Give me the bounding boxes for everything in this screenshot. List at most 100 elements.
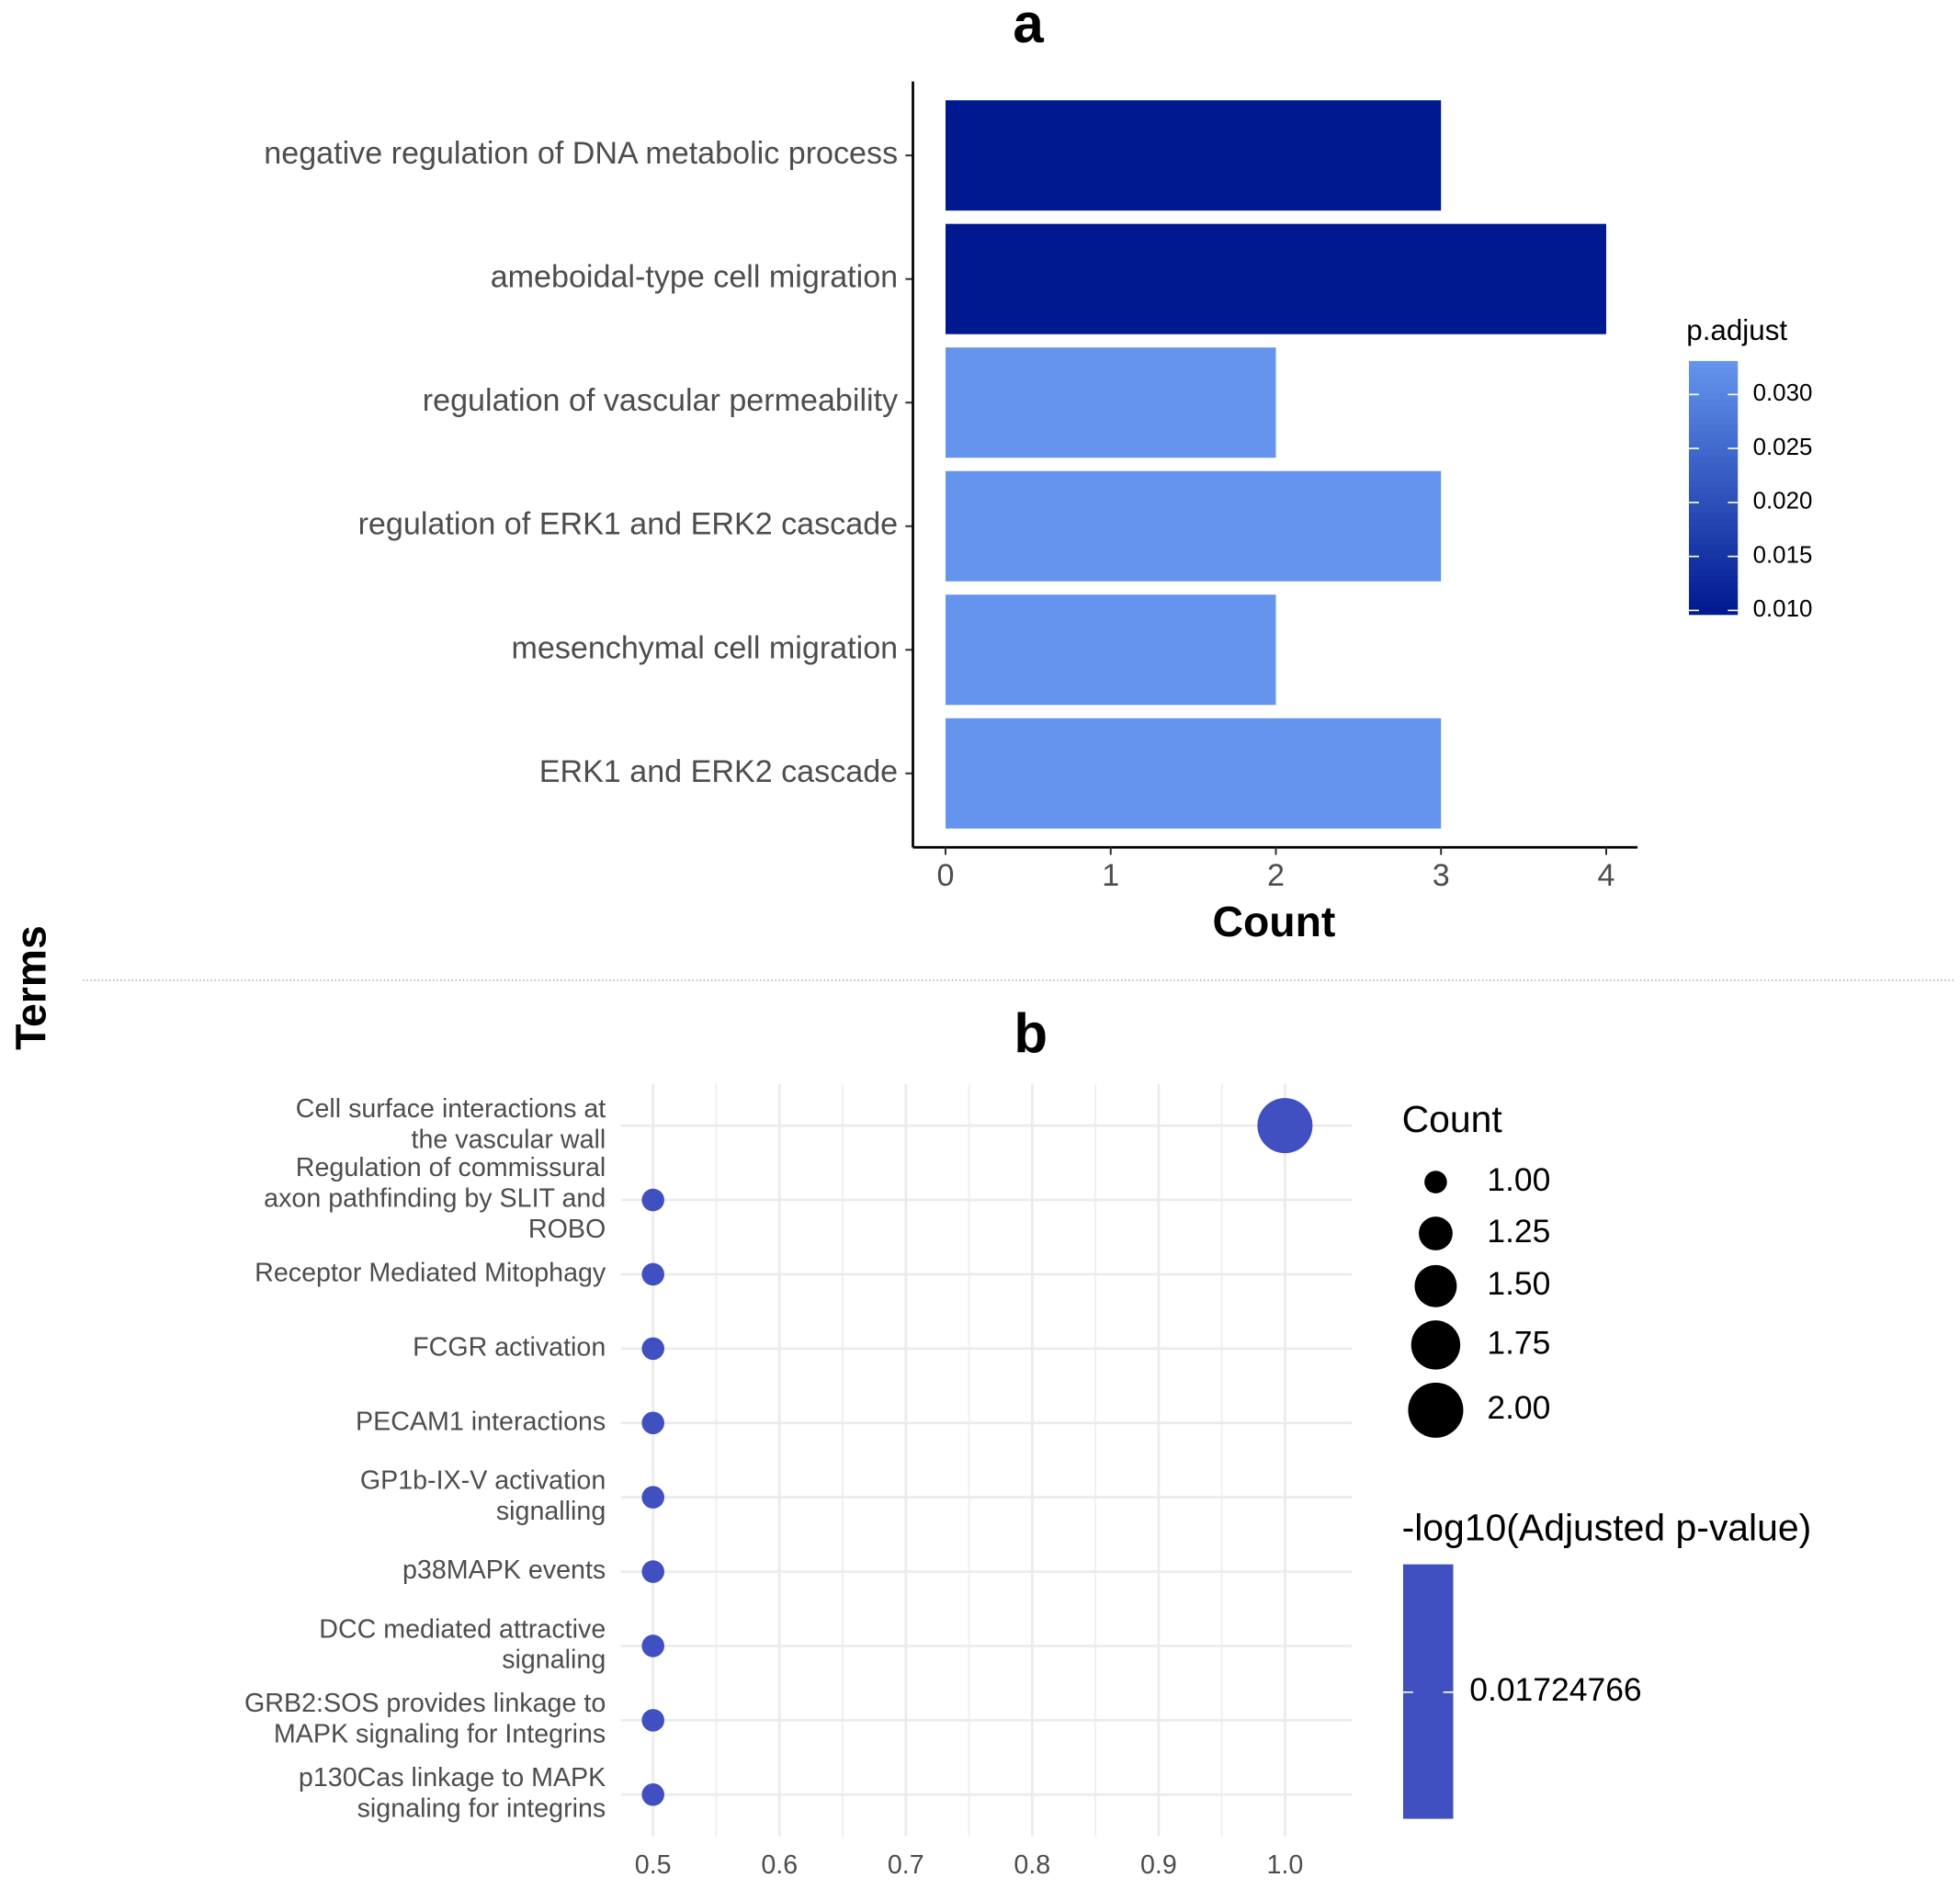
size-legend-label: 1.50 <box>1487 1265 1550 1302</box>
colorbar-segment <box>1689 462 1739 469</box>
size-legend-dot <box>1411 1320 1461 1370</box>
y-tick-label: regulation of vascular permeability <box>423 383 898 418</box>
colorbar-segment <box>1689 576 1739 583</box>
y-tick-label: ameboidal-type cell migration <box>491 260 898 295</box>
colorbar-segment <box>1689 607 1739 616</box>
x-tick-label: 0 <box>936 858 954 893</box>
dot <box>641 1262 664 1286</box>
bar <box>945 223 1606 334</box>
x-tick-label: 0.6 <box>761 1850 798 1880</box>
dot <box>641 1782 664 1806</box>
colorbar-segment <box>1689 500 1739 508</box>
y-tick-label: negative regulation of DNA metabolic pro… <box>264 136 898 171</box>
colorbar-segment <box>1689 481 1739 489</box>
colorbar-label: 0.01724766 <box>1469 1671 1641 1708</box>
y-tick-label: ERK1 and ERK2 cascade <box>539 754 898 789</box>
x-tick-label: 1.0 <box>1266 1850 1303 1880</box>
bar <box>945 470 1442 582</box>
bar <box>945 100 1442 211</box>
y-tick-label: p130Cas linkage to MAPK <box>299 1763 606 1793</box>
size-legend-dot <box>1419 1216 1453 1250</box>
size-legend-label: 1.75 <box>1487 1324 1550 1361</box>
colorbar-segment <box>1689 417 1739 425</box>
colorbar-segment <box>1689 526 1739 533</box>
y-axis-label: Terms <box>6 925 54 1050</box>
colorbar-segment <box>1689 360 1739 368</box>
y-tick-label: Receptor Mediated Mitophagy <box>255 1259 606 1288</box>
colorbar-segment <box>1689 399 1739 406</box>
colorbar-segment <box>1689 456 1739 463</box>
size-legend-dot <box>1424 1171 1447 1193</box>
y-tick-label: regulation of ERK1 and ERK2 cascade <box>358 507 899 542</box>
size-legend-dot <box>1408 1382 1464 1438</box>
colorbar-label: 0.015 <box>1753 542 1813 568</box>
y-tick-label: GP1b-IX-V activation <box>360 1466 606 1496</box>
colorbar-segment <box>1689 386 1739 394</box>
colorbar-segment <box>1689 531 1739 539</box>
colorbar-segment <box>1689 436 1739 445</box>
dot <box>641 1634 664 1657</box>
colorbar-segment <box>1689 474 1739 482</box>
bar <box>945 718 1442 829</box>
x-tick-label: 0.8 <box>1014 1850 1050 1880</box>
x-axis-label: Count <box>1212 898 1335 945</box>
colorbar-segment <box>1689 550 1739 559</box>
size-legend-label: 2.00 <box>1487 1389 1550 1426</box>
color-legend-title: -log10(Adjusted p-value) <box>1402 1507 1812 1549</box>
y-tick-label: axon pathfinding by SLIT and <box>264 1184 606 1214</box>
bar <box>945 347 1276 458</box>
colorbar-segment <box>1689 367 1739 375</box>
x-tick-label: 2 <box>1267 858 1285 893</box>
dot <box>641 1337 664 1361</box>
colorbar-segment <box>1689 373 1739 381</box>
y-tick-label: signalling <box>496 1497 606 1526</box>
colorbar-segment <box>1689 563 1739 571</box>
panel-title: a <box>1013 0 1044 54</box>
y-tick-label: PECAM1 interactions <box>356 1407 606 1436</box>
colorbar-segment <box>1689 588 1739 596</box>
colorbar-segment <box>1689 544 1739 552</box>
colorbar-segment <box>1689 430 1739 438</box>
colorbar-segment <box>1689 519 1739 526</box>
colorbar-segment <box>1689 557 1739 565</box>
dot <box>1257 1098 1313 1154</box>
dot <box>641 1709 664 1732</box>
x-tick-label: 0.5 <box>635 1850 672 1880</box>
colorbar-segment <box>1689 469 1739 476</box>
colorbar-segment <box>1689 506 1739 515</box>
panel-title: b <box>1014 1002 1048 1064</box>
size-legend-dot <box>1414 1264 1457 1307</box>
y-tick-label: mesenchymal cell migration <box>511 630 898 665</box>
y-tick-label: p38MAPK events <box>402 1555 606 1585</box>
colorbar-segment <box>1689 570 1739 577</box>
dot <box>641 1486 664 1509</box>
colorbar-segment <box>1689 424 1739 432</box>
colorbar-segment <box>1689 513 1739 520</box>
colorbar-label: 0.020 <box>1753 489 1813 515</box>
x-tick-label: 0.9 <box>1140 1850 1177 1880</box>
y-tick-label: Regulation of commissural <box>296 1153 606 1182</box>
colorbar-segment <box>1689 583 1739 590</box>
y-tick-label: FCGR activation <box>413 1332 606 1362</box>
colorbar-segment <box>1689 449 1739 458</box>
colorbar-label: 0.025 <box>1753 435 1813 460</box>
y-tick-label: DCC mediated attractive <box>319 1614 606 1644</box>
size-legend-label: 1.25 <box>1487 1213 1550 1250</box>
colorbar-segment <box>1689 594 1739 603</box>
size-legend-label: 1.00 <box>1487 1161 1550 1198</box>
y-tick-label: signaling for integrins <box>357 1794 606 1824</box>
dot <box>641 1560 664 1583</box>
y-tick-label: Cell surface interactions at <box>296 1094 606 1124</box>
colorbar-segment <box>1689 392 1739 401</box>
dot <box>641 1411 664 1435</box>
colorbar-segment <box>1689 487 1739 495</box>
x-tick-label: 3 <box>1433 858 1450 893</box>
colorbar-segment <box>1689 412 1739 419</box>
size-legend-title: Count <box>1402 1098 1503 1140</box>
x-tick-label: 0.7 <box>888 1850 924 1880</box>
x-tick-label: 1 <box>1102 858 1119 893</box>
dot <box>641 1188 664 1212</box>
y-tick-label: GRB2:SOS provides linkage to <box>244 1689 606 1718</box>
